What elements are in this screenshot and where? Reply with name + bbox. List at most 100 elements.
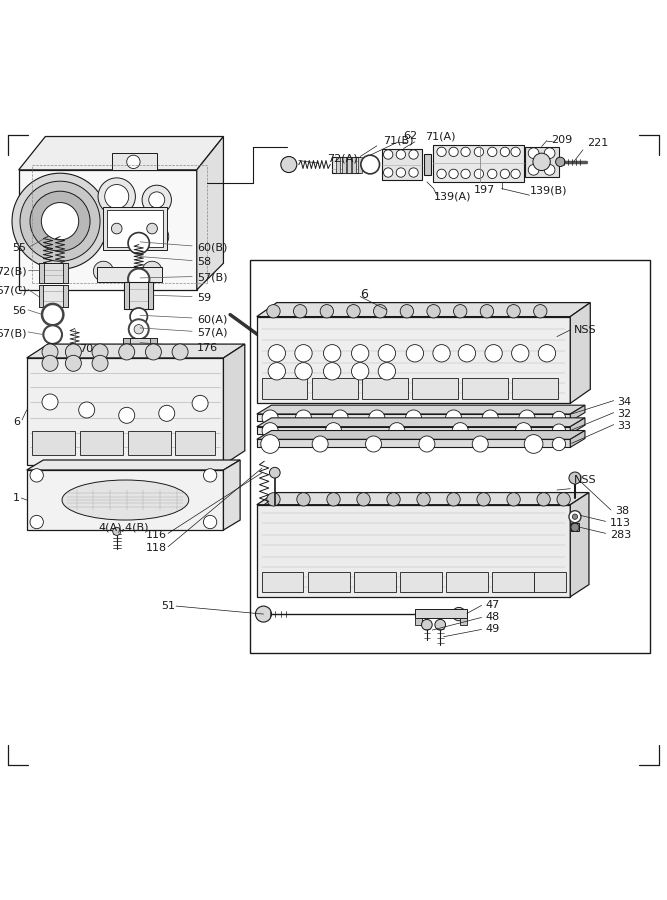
Circle shape: [537, 492, 550, 506]
Polygon shape: [570, 430, 585, 447]
Bar: [107, 210, 163, 247]
Text: 1: 1: [13, 493, 20, 503]
Circle shape: [98, 178, 135, 215]
Circle shape: [507, 304, 520, 318]
Circle shape: [79, 402, 95, 418]
Polygon shape: [27, 460, 240, 470]
Circle shape: [533, 153, 550, 170]
Text: 70: 70: [79, 345, 93, 355]
Polygon shape: [570, 492, 589, 597]
Text: 6: 6: [360, 288, 368, 301]
Circle shape: [267, 304, 280, 318]
Text: 57(B): 57(B): [0, 328, 27, 338]
Bar: [342, 157, 346, 173]
Circle shape: [128, 268, 149, 290]
Bar: [150, 338, 157, 346]
Circle shape: [42, 344, 58, 360]
Bar: [250, 260, 650, 653]
Circle shape: [406, 410, 422, 426]
Text: 56: 56: [13, 306, 27, 316]
Circle shape: [556, 158, 565, 166]
Circle shape: [172, 344, 188, 360]
Bar: [262, 378, 307, 400]
Text: 60(A): 60(A): [197, 314, 227, 324]
Polygon shape: [257, 405, 585, 414]
Circle shape: [320, 304, 334, 318]
Circle shape: [480, 304, 494, 318]
Polygon shape: [257, 414, 570, 421]
Text: 34: 34: [618, 397, 632, 407]
Circle shape: [409, 168, 418, 177]
Circle shape: [323, 363, 341, 380]
Circle shape: [159, 405, 175, 421]
Circle shape: [134, 325, 143, 334]
Bar: [412, 378, 458, 400]
Circle shape: [384, 149, 393, 159]
Circle shape: [528, 148, 539, 158]
Polygon shape: [525, 147, 559, 176]
Ellipse shape: [62, 480, 189, 520]
Polygon shape: [570, 302, 590, 403]
Circle shape: [569, 472, 581, 484]
Circle shape: [396, 149, 406, 159]
Circle shape: [524, 435, 543, 454]
Circle shape: [295, 410, 311, 426]
Polygon shape: [433, 145, 524, 182]
Circle shape: [387, 492, 400, 506]
Text: 139(B): 139(B): [530, 185, 567, 195]
Bar: [400, 572, 442, 592]
Circle shape: [128, 232, 149, 254]
Bar: [175, 431, 215, 454]
Circle shape: [507, 492, 520, 506]
Bar: [308, 572, 350, 592]
Circle shape: [30, 516, 43, 528]
Text: 176: 176: [197, 343, 218, 353]
Text: 116: 116: [146, 530, 167, 540]
Text: 57(A): 57(A): [197, 328, 227, 338]
Circle shape: [534, 304, 547, 318]
Circle shape: [571, 524, 579, 531]
Circle shape: [544, 165, 555, 176]
Circle shape: [111, 223, 122, 234]
Circle shape: [461, 148, 470, 157]
Polygon shape: [19, 170, 197, 290]
Circle shape: [433, 345, 450, 362]
Text: 113: 113: [610, 518, 631, 528]
Circle shape: [352, 363, 369, 380]
Circle shape: [130, 308, 147, 325]
Bar: [358, 157, 362, 173]
Circle shape: [511, 169, 520, 178]
Circle shape: [419, 436, 435, 452]
Polygon shape: [415, 608, 467, 618]
Circle shape: [406, 345, 424, 362]
Circle shape: [268, 363, 285, 380]
Circle shape: [374, 304, 387, 318]
Circle shape: [557, 492, 570, 506]
Text: 118: 118: [145, 543, 167, 553]
Bar: [32, 431, 75, 454]
Polygon shape: [257, 317, 570, 403]
Circle shape: [482, 410, 498, 426]
Bar: [39, 284, 43, 307]
Circle shape: [203, 469, 217, 482]
Circle shape: [552, 437, 566, 451]
Circle shape: [127, 155, 140, 168]
Text: 51: 51: [161, 601, 175, 611]
Circle shape: [427, 304, 440, 318]
Circle shape: [295, 363, 312, 380]
Polygon shape: [257, 439, 570, 447]
Text: 221: 221: [587, 138, 608, 148]
Circle shape: [572, 514, 578, 519]
Circle shape: [262, 423, 278, 438]
Circle shape: [569, 510, 581, 523]
Text: 283: 283: [610, 530, 632, 540]
Polygon shape: [27, 358, 223, 464]
Circle shape: [384, 168, 393, 177]
Bar: [103, 206, 167, 250]
Polygon shape: [39, 284, 68, 307]
Circle shape: [119, 344, 135, 360]
Circle shape: [357, 492, 370, 506]
Text: 48: 48: [486, 612, 500, 623]
Circle shape: [93, 261, 113, 281]
Polygon shape: [382, 148, 422, 180]
